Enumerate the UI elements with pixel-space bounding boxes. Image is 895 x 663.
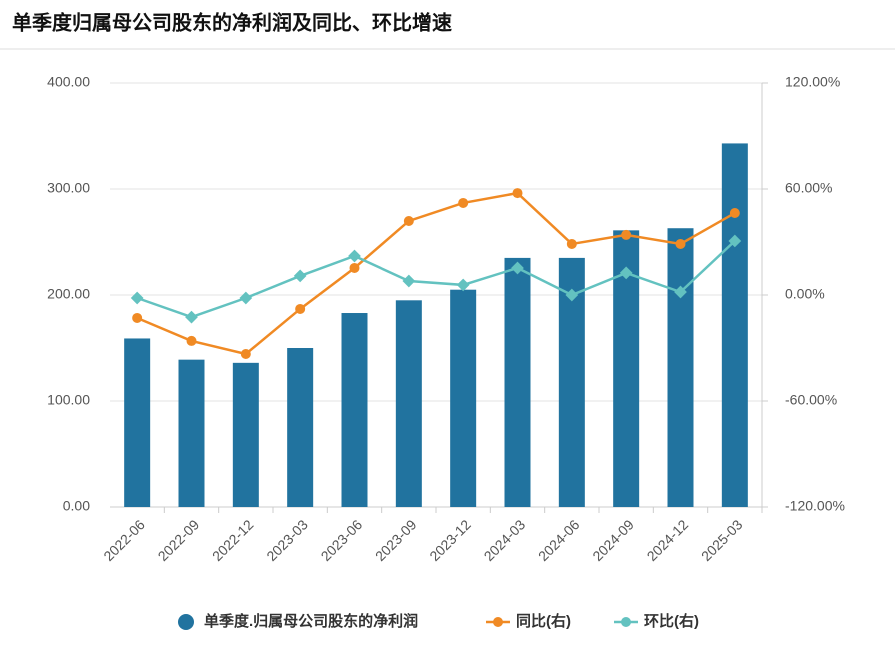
point (295, 303, 306, 314)
legend-label: 同比(右) (516, 612, 571, 630)
bar (395, 300, 422, 507)
x-tick-label: 2022-06 (100, 516, 148, 564)
bar (232, 362, 259, 507)
x-tick-label: 2024-03 (481, 516, 529, 564)
legend-label: 环比(右) (644, 612, 699, 630)
point (675, 238, 686, 249)
x-tick-label: 2022-12 (209, 516, 257, 564)
x-tick-label: 2023-09 (372, 516, 420, 564)
x-tick-label: 2023-12 (426, 516, 474, 564)
point (186, 335, 197, 346)
legend-marker (178, 614, 194, 630)
y2-tick-label: 120.00% (785, 74, 840, 90)
bar (124, 338, 151, 507)
point (240, 349, 251, 360)
x-tick-label: 2023-06 (318, 516, 366, 564)
y2-tick-label: -120.00% (785, 498, 845, 514)
line-series (136, 240, 736, 319)
legend-marker (493, 617, 503, 627)
y-tick-label: 200.00 (47, 286, 90, 302)
point (185, 310, 198, 324)
point (349, 262, 360, 273)
x-tick-label: 2025-03 (698, 516, 746, 564)
bar (178, 359, 205, 507)
x-tick-label: 2023-03 (263, 516, 311, 564)
x-tick-label: 2024-09 (589, 516, 637, 564)
bar (341, 313, 368, 507)
y2-tick-label: 60.00% (785, 180, 832, 196)
point (729, 208, 740, 219)
point (348, 249, 361, 263)
bar (667, 228, 694, 507)
point (456, 278, 470, 292)
y-tick-label: 100.00 (47, 392, 90, 408)
point (402, 274, 416, 288)
bar (450, 289, 477, 507)
x-tick-label: 2024-12 (644, 516, 692, 564)
point (512, 188, 523, 199)
bar (287, 348, 314, 507)
y-tick-label: 300.00 (47, 180, 90, 196)
x-tick-label: 2022-09 (155, 516, 203, 564)
legend-label: 单季度.归属母公司股东的净利润 (204, 612, 418, 630)
chart-title: 单季度归属母公司股东的净利润及同比、环比增速 (12, 10, 452, 34)
y-tick-label: 0.00 (63, 498, 90, 514)
y2-tick-label: -60.00% (785, 392, 837, 408)
bar (504, 257, 531, 507)
point (132, 312, 143, 323)
point (621, 229, 632, 240)
line-series (136, 191, 736, 356)
point (458, 197, 469, 208)
bar (721, 143, 748, 508)
point (293, 269, 307, 283)
point (239, 291, 253, 305)
x-tick-label: 2024-06 (535, 516, 583, 564)
y2-tick-label: 0.00% (785, 286, 825, 302)
point (566, 238, 577, 249)
point (403, 215, 414, 226)
point (130, 291, 144, 305)
legend-marker (621, 617, 631, 627)
y-tick-label: 400.00 (47, 74, 90, 90)
